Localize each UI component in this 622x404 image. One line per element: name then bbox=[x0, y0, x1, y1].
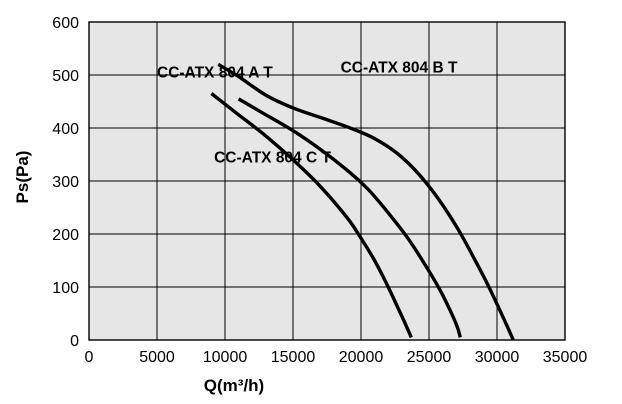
y-tick-label: 100 bbox=[52, 280, 79, 297]
series-line-3 bbox=[237, 97, 462, 338]
x-tick-label: 5000 bbox=[139, 349, 175, 366]
x-tick-label: 35000 bbox=[543, 349, 588, 366]
series-label-2: CC-ATX 804 B T bbox=[341, 59, 458, 76]
y-tick-label: 600 bbox=[52, 15, 79, 32]
x-tick-label: 15000 bbox=[271, 349, 316, 366]
y-tick-label: 0 bbox=[70, 333, 79, 350]
series-line-2 bbox=[217, 62, 515, 341]
x-tick-label: 25000 bbox=[407, 349, 452, 366]
curves bbox=[210, 62, 515, 341]
x-tick-label: 20000 bbox=[339, 349, 384, 366]
series-line-1 bbox=[210, 92, 413, 339]
grid bbox=[89, 22, 565, 340]
x-axis-label: Q(m³/h) bbox=[204, 376, 264, 395]
x-tick-label: 0 bbox=[85, 349, 94, 366]
y-tick-label: 200 bbox=[52, 227, 79, 244]
x-tick-labels: 0 5000 10000 15000 20000 25000 30000 35000 bbox=[85, 349, 588, 366]
y-tick-labels: 0 100 200 300 400 500 600 bbox=[52, 15, 79, 350]
y-tick-label: 400 bbox=[52, 121, 79, 138]
x-tick-label: 30000 bbox=[475, 349, 520, 366]
series-label-1: CC-ATX 804 A T bbox=[157, 65, 273, 82]
y-tick-label: 500 bbox=[52, 68, 79, 85]
series-label-3: CC-ATX 804 C T bbox=[214, 149, 331, 166]
x-tick-label: 10000 bbox=[203, 349, 248, 366]
y-tick-label: 300 bbox=[52, 174, 79, 191]
series-labels: CC-ATX 804 A T CC-ATX 804 B T CC-ATX 804 C… bbox=[157, 59, 458, 166]
y-axis-label: Ps(Pa) bbox=[13, 151, 32, 204]
